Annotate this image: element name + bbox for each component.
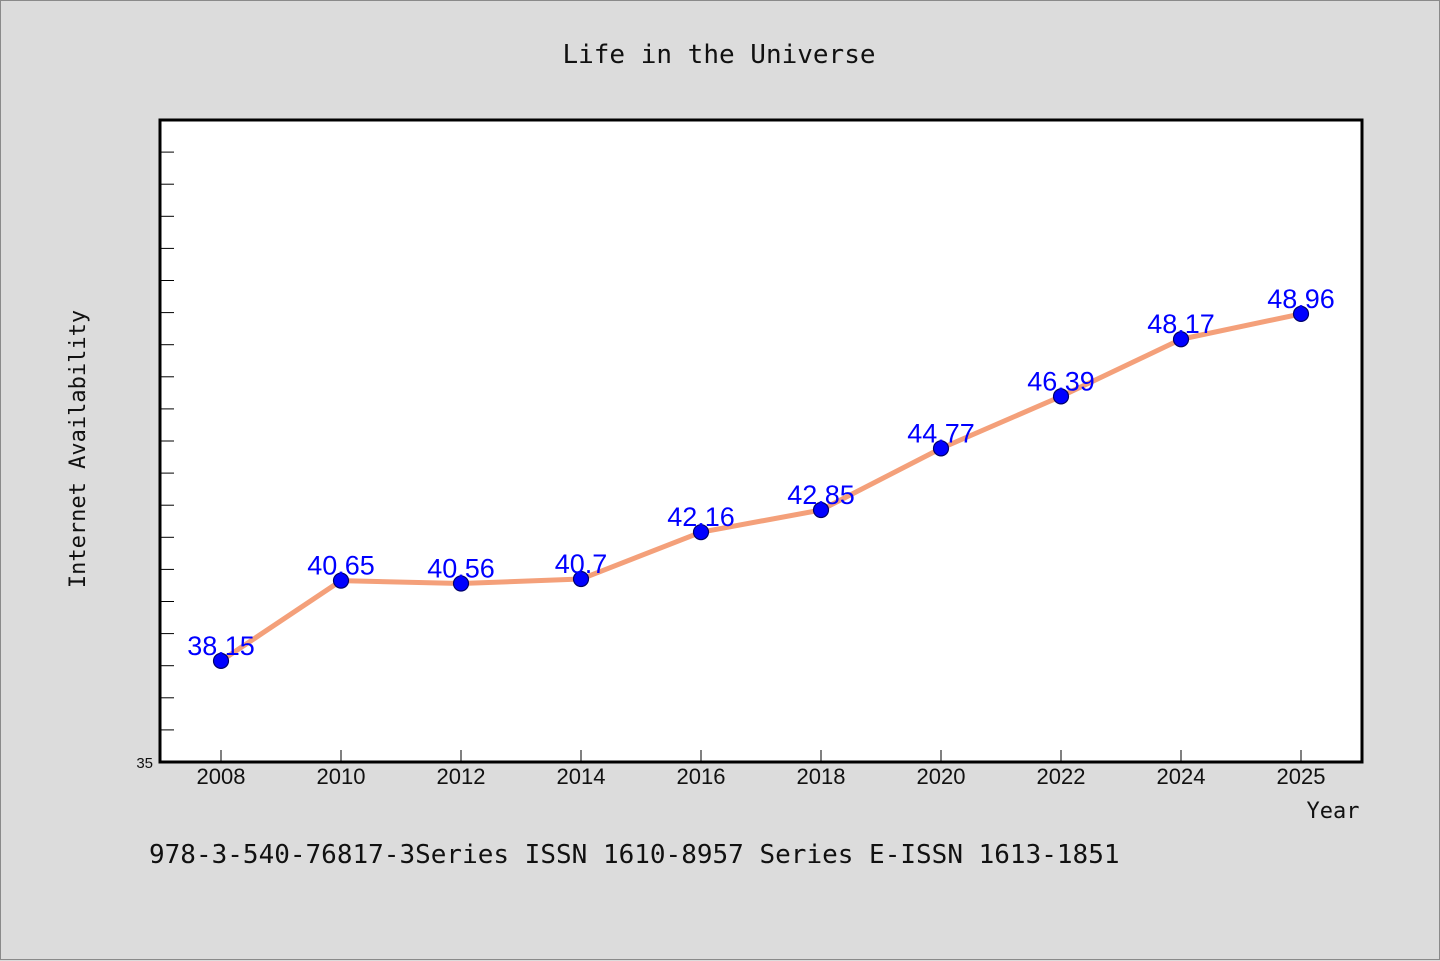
data-point [572,570,590,588]
series-layer: 38.15 40.65 40.56 40.7 42.16 42.85 44.77 46.39 4… [187,284,1335,669]
x-tick-label: 2022 [1037,764,1086,789]
data-point [212,652,230,669]
data-label: 40.7 [555,549,608,579]
x-tick-label: 2008 [197,764,246,789]
y-axis-min-label: 35 [136,755,153,772]
data-label: 48.17 [1147,309,1215,339]
plot-area [160,120,1362,762]
data-point [1172,331,1190,348]
data-point [452,575,470,592]
data-label: 42.16 [667,502,735,532]
chart-title: Life in the Universe [562,40,875,70]
data-point [1292,305,1310,322]
data-point [932,440,950,457]
data-label: 46.39 [1027,366,1095,396]
x-tick-label: 2020 [917,764,966,789]
series-line [218,311,1304,664]
data-label: 48.96 [1267,284,1335,314]
data-label: 40.56 [427,554,495,584]
data-label: 42.85 [787,480,855,510]
footer-isbn-issn: 978-3-540-76817-3Series ISSN 1610-8957 S… [149,840,1120,870]
x-tick-label: 2018 [797,764,846,789]
x-axis-ticks: 2008 2010 2012 2014 2016 2018 2020 2022 2024 2025 [197,750,1326,789]
y-axis-label: Internet Availability [66,310,91,588]
x-tick-label: 2016 [677,764,726,789]
x-tick-label: 2012 [437,764,486,789]
x-axis-label: Year [1307,799,1360,824]
data-point [332,572,350,589]
data-label: 44.77 [907,418,975,448]
y-axis-ticks [160,151,174,731]
x-tick-label: 2024 [1157,764,1206,789]
data-point [812,501,830,519]
data-point [1052,388,1070,405]
x-tick-label: 2010 [317,764,366,789]
data-label: 40.65 [307,551,375,581]
x-tick-label: 2014 [557,764,606,789]
x-tick-label: 2025 [1277,764,1326,789]
data-label: 38.15 [187,631,255,661]
data-point [692,524,710,541]
plot-border [158,118,1364,764]
